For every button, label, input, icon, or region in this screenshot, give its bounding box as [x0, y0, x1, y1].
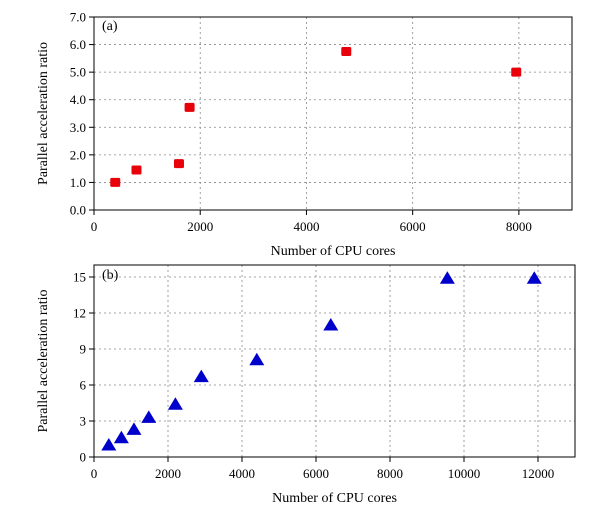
panel-a-x-tick-label: 8000	[506, 219, 532, 234]
panel-a-y-tick-label: 2.0	[70, 147, 86, 162]
panel-a-data-point	[131, 165, 142, 175]
panel-b-x-axis-title: Number of CPU cores	[272, 491, 397, 506]
panel-b-x-tick-label: 8000	[377, 466, 403, 481]
panel-a-label: (a)	[102, 19, 118, 34]
panel-a-x-tick-label: 2000	[187, 219, 213, 234]
panel-b-y-tick-label: 9	[80, 342, 87, 357]
panel-b-y-tick-label: 6	[80, 378, 87, 393]
panel-a-y-tick-label: 3.0	[70, 120, 86, 135]
panel-a-y-tick-label: 7.0	[70, 10, 86, 25]
panel-b-y-axis-title: Parallel acceleration ratio	[36, 289, 51, 432]
panel-a-data-point	[341, 46, 352, 56]
panel-b-data-point	[167, 397, 183, 410]
panel-b-data-point	[141, 410, 157, 423]
panel-b-x-tick-label: 10000	[448, 466, 481, 481]
panel-b-data-point	[323, 318, 339, 331]
panel-b-y-tick-label: 12	[73, 306, 86, 321]
panel-a-x-tick-label: 0	[91, 219, 98, 234]
panel-a-data-point	[173, 159, 184, 169]
panel-b-x-tick-label: 2000	[155, 466, 181, 481]
panel-a-data-point	[184, 102, 195, 112]
panel-a-y-tick-label: 6.0	[70, 37, 86, 52]
panel-b-y-tick-label: 0	[80, 450, 87, 465]
panel-a-y-tick-label: 4.0	[70, 92, 86, 107]
panel-a-chart: 0 2000 4000 6000 8000 0.0 1.0 2.0 3.0 4.0 5.0 6.0 7.…	[36, 10, 573, 259]
panel-a-plot-frame	[93, 16, 573, 211]
panel-b-x-tick-label: 4000	[229, 466, 255, 481]
panel-b-data-point	[101, 438, 117, 451]
panel-b-data-point	[439, 271, 455, 284]
panel-b-data-point	[126, 422, 142, 435]
panel-a-x-tick-label: 4000	[293, 219, 319, 234]
panel-b-y-tick-label: 3	[80, 414, 87, 429]
panel-b-plot-frame	[93, 264, 576, 458]
panel-b-data-point	[113, 430, 129, 444]
panel-b-x-tick-label: 0	[91, 466, 98, 481]
panel-b-label: (b)	[102, 268, 119, 283]
panel-a-x-tick-label: 6000	[400, 219, 426, 234]
panel-a-x-axis-title: Number of CPU cores	[271, 244, 396, 259]
panel-a-y-tick-label: 0.0	[70, 203, 86, 218]
panel-b-x-tick-label: 12000	[522, 466, 555, 481]
panel-b-y-tick-label: 15	[73, 270, 86, 285]
panel-a-y-tick-label: 1.0	[70, 175, 86, 190]
panel-b-x-tick-label: 6000	[303, 466, 329, 481]
panel-a-y-axis-title: Parallel acceleration ratio	[36, 42, 51, 185]
panel-b-data-point	[193, 369, 209, 383]
panel-b-chart: 0 2000 4000 6000 8000 10000 12000 0 3 6 9 12 15 Numbe…	[36, 264, 576, 506]
panel-a-data-point	[110, 177, 121, 187]
panel-b-data-point	[249, 352, 265, 366]
panel-a-data-point	[511, 67, 522, 77]
panel-a-y-tick-label: 5.0	[70, 65, 86, 80]
panel-b-data-point	[526, 271, 542, 284]
